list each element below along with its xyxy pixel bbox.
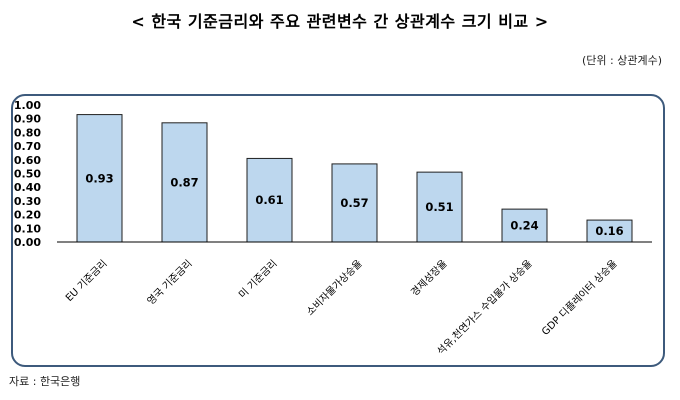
- y-tick-label: 0.70: [14, 140, 41, 153]
- category-label: 영국 기준금리: [145, 258, 195, 308]
- y-tick-label: 0.50: [14, 168, 41, 181]
- data-label: 0.93: [85, 171, 113, 185]
- data-label: 0.87: [170, 175, 198, 189]
- data-label: 0.57: [340, 196, 368, 210]
- data-label: 0.16: [595, 224, 623, 238]
- category-label: 소비자물가상승율: [304, 258, 365, 319]
- category-label: 석유,천연가스 수입물가 상승율: [434, 257, 535, 358]
- chart-title: < 한국 기준금리와 주요 관련변수 간 상관계수 크기 비교 >: [131, 12, 549, 31]
- unit-note: (단위 : 상관계수): [581, 54, 662, 67]
- y-tick-label: 0.30: [14, 195, 41, 208]
- data-label: 0.51: [425, 200, 453, 214]
- y-tick-label: 0.40: [14, 181, 41, 194]
- bar-chart: 0.000.100.200.300.400.500.600.700.800.90…: [14, 99, 652, 358]
- category-label: EU 기준금리: [63, 258, 109, 304]
- y-tick-label: 0.80: [14, 126, 41, 139]
- y-tick-label: 0.20: [14, 209, 41, 222]
- bar: [416, 171, 463, 243]
- y-tick-label: 0.00: [14, 236, 41, 249]
- y-tick-label: 0.90: [14, 113, 41, 126]
- bar: [161, 122, 208, 243]
- source-note: 자료 : 한국은행: [9, 375, 81, 388]
- data-label: 0.61: [255, 193, 283, 207]
- bar: [246, 157, 293, 243]
- category-label: GDP 디플레이터 상승율: [539, 258, 619, 338]
- category-label: 미 기준금리: [236, 258, 279, 301]
- y-tick-label: 0.10: [14, 222, 41, 235]
- y-tick-label: 1.00: [14, 99, 41, 112]
- category-label: 경제성장율: [408, 257, 450, 299]
- y-tick-label: 0.60: [14, 154, 41, 167]
- data-label: 0.24: [510, 219, 538, 233]
- bar: [76, 114, 123, 243]
